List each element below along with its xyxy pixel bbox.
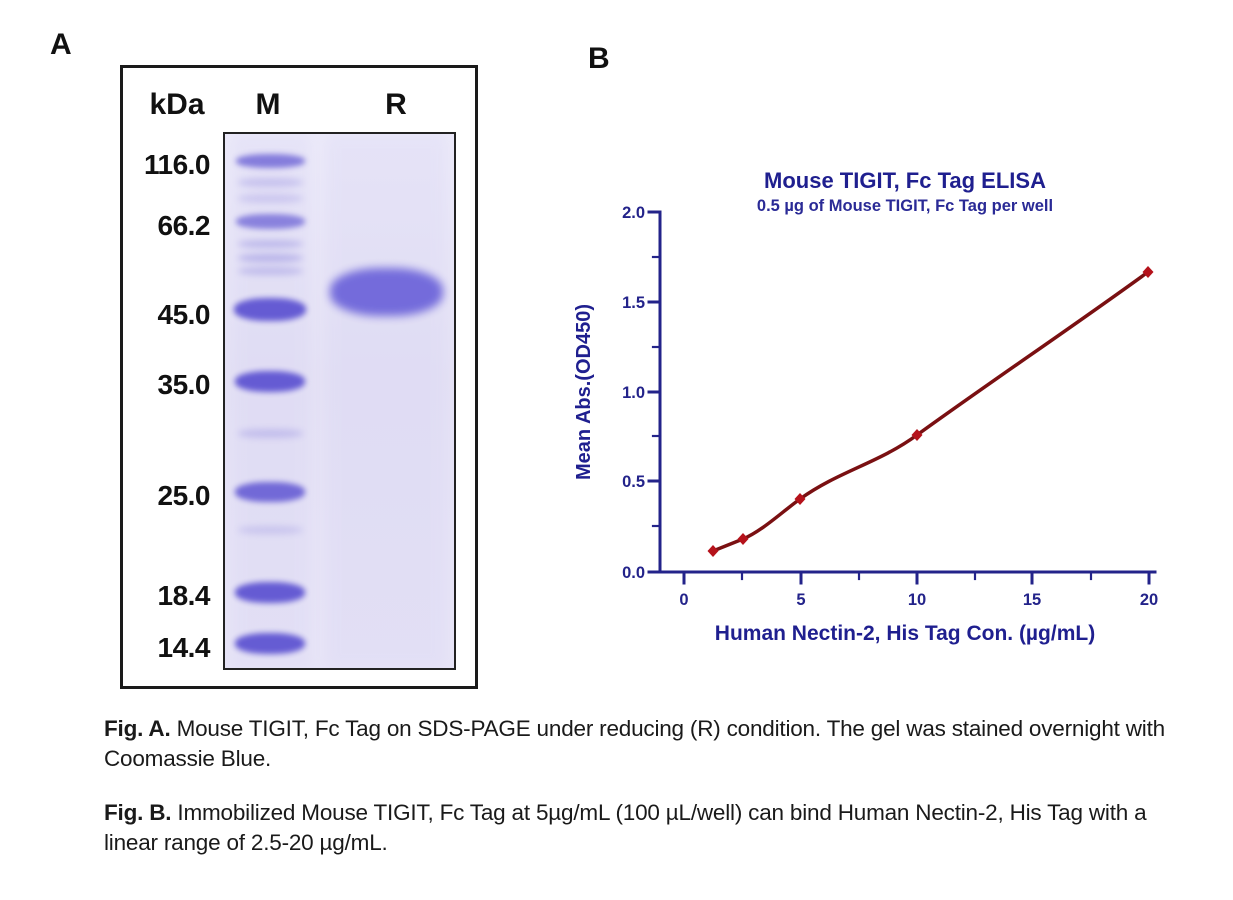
x-tick-0: 0 <box>679 591 688 609</box>
gel-marker-116: 116.0 <box>143 149 211 180</box>
gel-band-m-18 <box>235 582 305 603</box>
gel-band-m-faint <box>238 267 303 275</box>
panel-b-label: B <box>588 42 610 75</box>
panel-a-label: A <box>50 28 72 61</box>
gel-band-r-sample <box>330 268 443 316</box>
x-tick-20: 20 <box>1140 591 1158 609</box>
gel-lane-m-label: M <box>255 88 281 121</box>
data-point-5 <box>794 493 806 505</box>
gel-band-m-faint <box>238 194 303 203</box>
chart-axes <box>647 210 1157 585</box>
gel-band-m-45 <box>234 298 306 321</box>
data-point-1.25 <box>707 545 719 557</box>
data-point-20 <box>1142 266 1154 278</box>
y-tick-1.0: 1.0 <box>622 384 645 402</box>
data-point-2.5 <box>737 533 749 545</box>
y-tick-2.0: 2.0 <box>622 204 645 222</box>
gel-band-m-25 <box>235 482 305 502</box>
x-tick-5: 5 <box>796 591 805 609</box>
y-axis-label: Mean Abs.(OD450) <box>573 304 595 480</box>
data-point-10 <box>911 429 923 441</box>
gel-band-m-35 <box>235 371 305 392</box>
elisa-chart: Mouse TIGIT, Fc Tag ELISA 0.5 µg of Mous… <box>573 168 1158 645</box>
caption-fig-a: Fig. A. Mouse TIGIT, Fc Tag on SDS-PAGE … <box>104 714 1204 774</box>
gel-image <box>223 132 456 670</box>
gel-band-m-14 <box>235 633 305 654</box>
x-tick-15: 15 <box>1023 591 1041 609</box>
gel-marker-18: 18.4 <box>157 580 211 611</box>
caption-fig-b-label: Fig. B. <box>104 800 172 825</box>
gel-kda-header: kDa <box>149 88 205 121</box>
gel-lane-r-label: R <box>385 88 407 121</box>
chart-subtitle: 0.5 µg of Mouse TIGIT, Fc Tag per well <box>757 197 1053 215</box>
x-tick-10: 10 <box>908 591 926 609</box>
x-tick-labels: 0 5 10 15 20 <box>679 591 1158 609</box>
gel-band-m-faint <box>238 254 303 262</box>
gel-band-m-faint <box>238 178 303 187</box>
gel-lane-r-tint <box>327 134 445 668</box>
y-tick-labels: 0.0 0.5 1.0 1.5 2.0 <box>622 204 645 582</box>
gel-marker-45: 45.0 <box>157 299 211 330</box>
gel-band-m-faint <box>238 526 303 534</box>
caption-fig-b: Fig. B. Immobilized Mouse TIGIT, Fc Tag … <box>104 798 1204 858</box>
gel-band-m-faint <box>238 429 303 438</box>
gel-band-m-faint <box>238 240 303 248</box>
chart-title: Mouse TIGIT, Fc Tag ELISA <box>764 168 1046 193</box>
gel-band-m-116 <box>236 154 305 168</box>
gel-marker-14: 14.4 <box>157 632 211 663</box>
caption-fig-b-text: Immobilized Mouse TIGIT, Fc Tag at 5µg/m… <box>104 800 1147 855</box>
y-tick-0.5: 0.5 <box>622 473 645 491</box>
y-tick-1.5: 1.5 <box>622 294 645 312</box>
caption-fig-a-label: Fig. A. <box>104 716 171 741</box>
caption-fig-a-text: Mouse TIGIT, Fc Tag on SDS-PAGE under re… <box>104 716 1165 771</box>
gel-marker-66: 66.2 <box>157 210 211 241</box>
gel-marker-35: 35.0 <box>157 369 211 400</box>
x-axis-label: Human Nectin-2, His Tag Con. (µg/mL) <box>715 622 1095 645</box>
gel-marker-25: 25.0 <box>157 480 211 511</box>
y-tick-0.0: 0.0 <box>622 564 645 582</box>
elisa-curve <box>711 270 1150 553</box>
gel-band-m-66 <box>236 214 305 229</box>
data-points <box>707 266 1154 557</box>
